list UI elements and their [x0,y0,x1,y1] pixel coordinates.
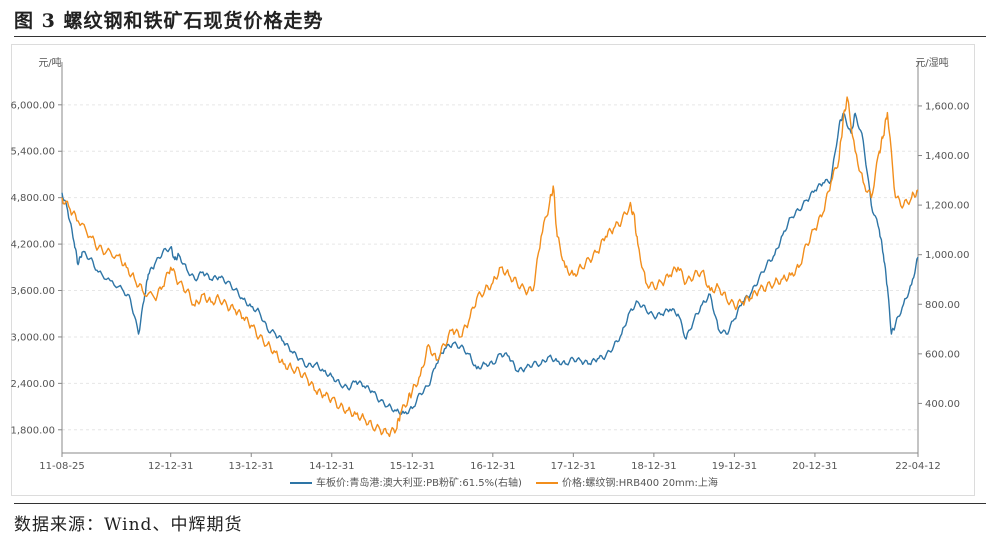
x-axis-tick-label: 11-08-25 [39,461,84,472]
right-axis-tick-label: 800.00 [925,300,960,311]
left-axis-tick-label: 5,400.00 [10,147,55,158]
left-axis-tick-label: 3,600.00 [10,286,55,297]
title-rule [14,36,986,37]
left-axis-tick-label: 2,400.00 [10,379,55,390]
right-axis-tick-label: 600.00 [925,349,960,360]
right-axis-tick-label: 400.00 [925,399,960,410]
x-axis-tick-label: 13-12-31 [229,461,274,472]
x-axis-tick-label: 22-04-12 [895,461,940,472]
legend-label: 价格:螺纹钢:HRB400 20mm:上海 [562,476,718,489]
left-axis-tick-label: 4,800.00 [10,193,55,204]
x-axis-tick-label: 19-12-31 [712,461,757,472]
figure-title: 图 3 螺纹钢和铁矿石现货价格走势 [14,10,324,32]
legend-label: 车板价:青岛港:澳大利亚:PB粉矿:61.5%(右轴) [316,476,522,489]
x-axis-tick-label: 15-12-31 [390,461,435,472]
right-axis-unit: 元/湿吨 [915,56,948,69]
iron-ore-price-line [61,112,919,416]
left-axis-tick-label: 3,000.00 [10,332,55,343]
source-rule [14,503,986,504]
left-axis-tick-label: 4,200.00 [10,240,55,251]
x-axis-tick-label: 18-12-31 [631,461,676,472]
x-axis-tick-label: 12-12-31 [148,461,193,472]
rebar-price-line [61,96,919,438]
right-axis-tick-label: 1,600.00 [925,101,970,112]
right-axis-tick-label: 1,000.00 [925,250,970,261]
left-axis-tick-label: 6,000.00 [10,100,55,111]
left-axis-tick-label: 1,800.00 [10,425,55,436]
right-axis-tick-label: 1,400.00 [925,151,970,162]
source-note: 数据来源：Wind、中辉期货 [14,515,243,535]
x-axis-tick-label: 16-12-31 [470,461,515,472]
x-axis-tick-label: 17-12-31 [551,461,596,472]
x-axis-tick-label: 20-12-31 [792,461,837,472]
right-axis-tick-label: 1,200.00 [925,201,970,212]
x-axis-tick-label: 14-12-31 [309,461,354,472]
left-axis-unit: 元/吨 [38,56,61,69]
